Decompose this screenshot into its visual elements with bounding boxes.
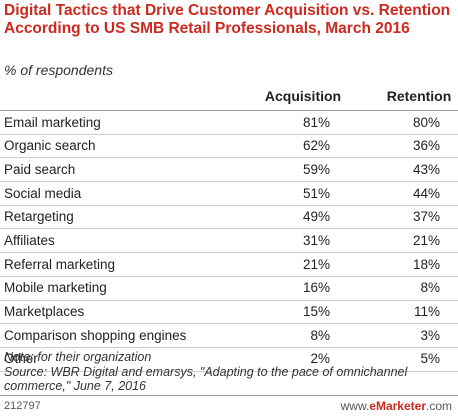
row-label: Marketplaces (4, 304, 85, 319)
row-label: Social media (4, 185, 82, 201)
retention-value: 5% (420, 351, 440, 367)
retention-value: 21% (412, 232, 440, 248)
chart-subtitle: % of respondents (4, 62, 113, 78)
acquisition-value: 81% (302, 114, 330, 130)
acquisition-value: 15% (302, 304, 330, 319)
notes: Note: for their organization Source: WBR… (4, 350, 444, 394)
chart-id: 212797 (4, 400, 41, 412)
row-label: Paid search (4, 161, 76, 177)
source-text: Source: WBR Digital and emarsys, "Adapti… (4, 364, 408, 394)
acquisition-value: 51% (302, 185, 330, 201)
table-row: Retargeting 49% 37% (0, 206, 458, 230)
table-row: Social media 51% 44% (0, 182, 458, 206)
row-label: Organic search (4, 138, 96, 154)
table-row: Paid search 59% 43% (0, 158, 458, 183)
brand-prefix: www. (340, 399, 370, 413)
retention-value: 18% (412, 256, 440, 272)
brand-suffix: .com (425, 399, 452, 413)
row-label: Email marketing (4, 114, 101, 130)
retention-value: 80% (412, 114, 440, 130)
table-row: Comparison shopping engines 8% 3% (0, 324, 458, 348)
acquisition-value: 16% (302, 280, 330, 296)
column-header-acquisition: Acquisition (264, 88, 342, 104)
row-label: Affiliates (4, 232, 55, 248)
column-header-retention: Retention (386, 88, 452, 104)
retention-value: 11% (413, 304, 440, 319)
acquisition-value: 49% (302, 209, 330, 225)
acquisition-value: 59% (302, 161, 330, 177)
chart-title: Digital Tactics that Drive Customer Acqu… (4, 2, 451, 37)
note-text: Note: for their organization (4, 350, 152, 364)
acquisition-value: 2% (310, 351, 330, 367)
retention-value: 37% (412, 209, 440, 225)
footer: 212797 www.eMarketer.com (0, 395, 458, 416)
retention-value: 3% (420, 327, 440, 343)
table-row: Organic search 62% 36% (0, 135, 458, 159)
brand-link[interactable]: www.eMarketer.com (341, 399, 452, 413)
brand-name: eMarketer (369, 399, 426, 413)
acquisition-value: 8% (310, 327, 330, 343)
row-label: Mobile marketing (4, 280, 107, 296)
table-row: Mobile marketing 16% 8% (0, 277, 458, 301)
row-label: Comparison shopping engines (4, 327, 187, 343)
retention-value: 8% (420, 280, 440, 296)
table-row: Other 2% 5% (0, 348, 458, 372)
acquisition-value: 21% (302, 256, 330, 272)
acquisition-value: 62% (302, 138, 330, 154)
acquisition-value: 31% (302, 232, 330, 248)
table-row: Referral marketing 21% 18% (0, 253, 458, 277)
table-row: Affiliates 31% 21% (0, 229, 458, 254)
row-label: Other (4, 351, 38, 367)
table-header: Acquisition Retention (0, 80, 458, 111)
table-body: Email marketing 81% 80% Organic search 62% 36… (0, 111, 458, 372)
retention-value: 36% (412, 138, 440, 154)
data-table: Acquisition Retention Email marketing 81%… (0, 80, 458, 372)
retention-value: 44% (412, 185, 440, 201)
row-label: Referral marketing (4, 256, 116, 272)
table-row: Email marketing 81% 80% (0, 111, 458, 135)
table-row: Marketplaces 15% 11% (0, 301, 458, 325)
retention-value: 43% (412, 161, 440, 177)
row-label: Retargeting (4, 209, 74, 225)
